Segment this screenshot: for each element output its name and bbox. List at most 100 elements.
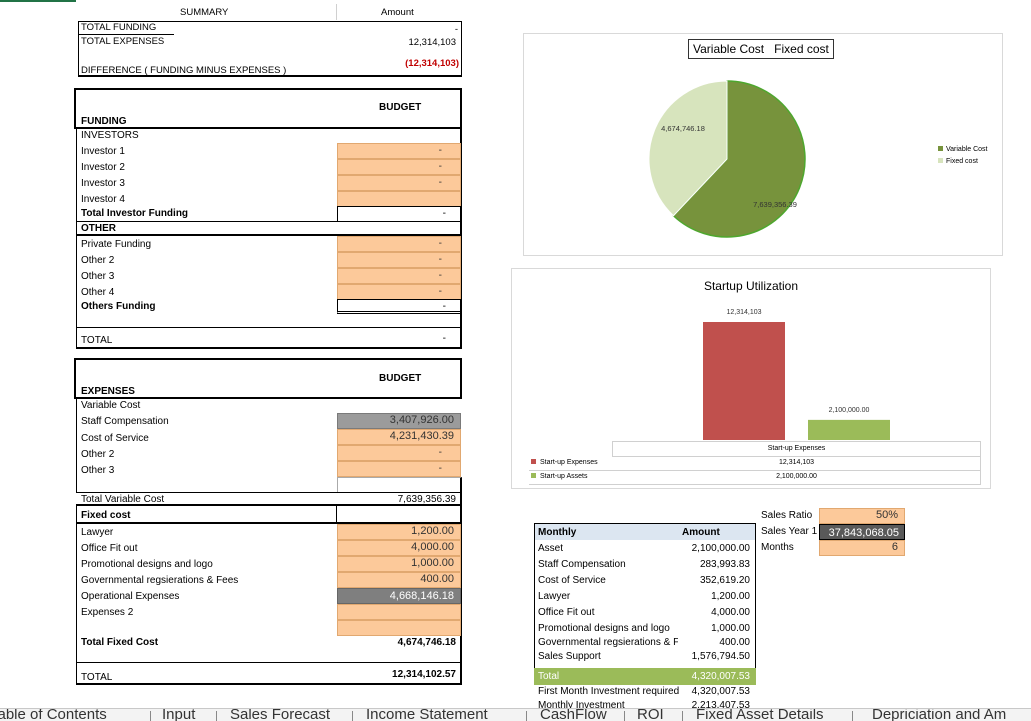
monthly-header-amount: Amount bbox=[682, 527, 720, 538]
total-fixed-value[interactable]: 4,674,746.18 bbox=[397, 637, 456, 648]
other-3-label: Other 3 bbox=[81, 271, 115, 282]
others-total-label: Others Funding bbox=[81, 301, 156, 312]
difference-value[interactable]: (12,314,103) bbox=[405, 58, 459, 69]
promotional-input[interactable]: 1,000.00 bbox=[337, 556, 461, 572]
monthly-total-row bbox=[534, 668, 756, 685]
total-investor-value[interactable]: - bbox=[442, 208, 446, 219]
tab-input[interactable]: Input bbox=[162, 708, 196, 721]
total-variable-value[interactable]: 7,639,356.39 bbox=[397, 494, 456, 505]
monthly-row-value[interactable]: 1,000.00 bbox=[711, 623, 750, 634]
total-fixed-label: Total Fixed Cost bbox=[81, 637, 159, 648]
tab-cashflow[interactable]: CashFlow bbox=[540, 708, 607, 721]
months-input[interactable]: 6 bbox=[819, 540, 905, 556]
monthly-row-value[interactable]: 2,100,000.00 bbox=[691, 543, 750, 554]
other-2-label: Other 2 bbox=[81, 255, 115, 266]
expenses-empty-input[interactable] bbox=[337, 620, 461, 636]
investor-2-input[interactable]: - bbox=[337, 159, 461, 175]
others-total-box bbox=[337, 299, 462, 314]
cost-of-service-input[interactable]: 4,231,430.39 bbox=[337, 429, 461, 445]
variable-other-2-input[interactable]: - bbox=[337, 445, 461, 461]
bar-chart-title: Startup Utilization bbox=[703, 279, 799, 293]
tab-separator bbox=[624, 711, 625, 721]
monthly-total-value[interactable]: 4,320,007.53 bbox=[691, 671, 750, 682]
lawyer-input[interactable]: 1,200.00 bbox=[337, 524, 461, 540]
tab-income-statement[interactable]: Income Statement bbox=[366, 708, 488, 721]
tab-roi[interactable]: ROI bbox=[637, 708, 664, 721]
total-funding-value[interactable]: - bbox=[454, 24, 458, 35]
monthly-row-value[interactable]: 1,200.00 bbox=[711, 591, 750, 602]
tab-sales-forecast[interactable]: Sales Forecast bbox=[230, 708, 331, 721]
tab-separator bbox=[216, 711, 217, 721]
bar-table-assets: 2,100,000.00 bbox=[776, 473, 817, 480]
total-expenses-label: TOTAL EXPENSES bbox=[81, 36, 165, 47]
operational-value[interactable]: 4,668,146.18 bbox=[337, 588, 461, 604]
tab-depriciation[interactable]: Depriciation and Am bbox=[872, 708, 1007, 721]
investors-label: INVESTORS bbox=[81, 130, 139, 141]
bar-legend-assets-label: Start-up Assets bbox=[540, 473, 588, 480]
investor-3-input[interactable]: - bbox=[337, 175, 461, 191]
staff-compensation-value[interactable]: 3,407,926.00 bbox=[337, 413, 461, 429]
other-1-input[interactable]: - bbox=[337, 236, 461, 252]
other-label: OTHER bbox=[81, 223, 116, 234]
active-cell-indicator bbox=[0, 0, 76, 2]
total-expenses-value[interactable]: 12,314,103 bbox=[408, 37, 456, 48]
monthly-investment-label: Monthly Investment bbox=[538, 700, 625, 711]
fixed-header-line bbox=[76, 522, 462, 524]
monthly-investment-value[interactable]: 2,213,407.53 bbox=[691, 700, 750, 711]
governmental-input[interactable]: 400.00 bbox=[337, 572, 461, 588]
expenses-section-label: EXPENSES bbox=[81, 386, 135, 397]
bar-table-row-line-2 bbox=[529, 470, 981, 471]
first-month-value[interactable]: 4,320,007.53 bbox=[691, 686, 750, 697]
office-fit-out-label: Office Fit out bbox=[81, 543, 138, 554]
others-total-value[interactable]: - bbox=[442, 301, 446, 312]
investor-1-input[interactable]: - bbox=[337, 143, 461, 159]
expenses-2-input[interactable] bbox=[337, 604, 461, 620]
office-fit-out-input[interactable]: 4,000.00 bbox=[337, 540, 461, 556]
bar-chart[interactable]: Startup Utilization 12,314,103 2,100,000.… bbox=[511, 268, 991, 489]
pie-legend-variable: Variable Cost bbox=[938, 144, 988, 156]
monthly-row-value[interactable]: 352,619.20 bbox=[699, 575, 750, 586]
pie-legend-fixed: Fixed cost bbox=[938, 156, 988, 168]
pie-slice-fixed bbox=[648, 80, 728, 217]
expenses-total-value[interactable]: 12,314,102.57 bbox=[392, 669, 456, 680]
sales-year-value[interactable]: 37,843,068.05 bbox=[819, 524, 905, 540]
fixed-header-cell bbox=[336, 506, 337, 523]
sales-ratio-input[interactable]: 50% bbox=[819, 508, 905, 524]
bar-legend: Start-up Expenses Start-up Assets bbox=[531, 456, 598, 484]
monthly-row-value[interactable]: 283,993.83 bbox=[699, 559, 750, 570]
other-4-input[interactable]: - bbox=[337, 284, 461, 300]
other-3-input[interactable]: - bbox=[337, 268, 461, 284]
expenses-header-box bbox=[74, 358, 462, 399]
funding-total-line bbox=[76, 327, 462, 328]
monthly-row-label: Governmental regsierations & Fees bbox=[538, 637, 678, 648]
bar-legend-assets: Start-up Assets bbox=[531, 470, 598, 484]
pie-chart[interactable]: Variable Cost Fixed cost 7,639,356.39 4,6… bbox=[523, 33, 1003, 256]
monthly-row-value[interactable]: 4,000.00 bbox=[711, 607, 750, 618]
other-2-input[interactable]: - bbox=[337, 252, 461, 268]
bar-table-left-line bbox=[612, 442, 613, 456]
monthly-header-bg bbox=[535, 524, 755, 540]
governmental-label: Governmental regsierations & Fees bbox=[81, 575, 239, 586]
bar-expenses bbox=[703, 322, 785, 440]
total-funding-label: TOTAL FUNDING bbox=[81, 22, 157, 33]
operational-label: Operational Expenses bbox=[81, 591, 180, 602]
expenses-total-line bbox=[76, 662, 462, 663]
summary-frame bbox=[78, 21, 462, 77]
pie-chart-title: Variable Cost Fixed cost bbox=[688, 39, 834, 59]
tab-table-of-contents[interactable]: Table of Contents bbox=[0, 708, 107, 721]
total-investor-label: Total Investor Funding bbox=[81, 208, 189, 219]
funding-total-value[interactable]: - bbox=[442, 333, 446, 344]
monthly-row-label: Sales Support bbox=[538, 651, 601, 662]
total-variable-label: Total Variable Cost bbox=[81, 494, 165, 505]
pie-title-variable: Variable Cost bbox=[693, 42, 765, 56]
monthly-header-label: Monthly bbox=[538, 527, 577, 538]
monthly-row-value[interactable]: 400.00 bbox=[719, 637, 750, 648]
pie-legend: Variable Cost Fixed cost bbox=[938, 144, 988, 168]
monthly-row-value[interactable]: 1,576,794.50 bbox=[691, 651, 750, 662]
variable-other-3-input[interactable]: - bbox=[337, 461, 461, 477]
investor-4-input[interactable] bbox=[337, 191, 461, 207]
bar-legend-expenses-label: Start-up Expenses bbox=[540, 459, 598, 466]
monthly-row-label: Cost of Service bbox=[538, 575, 606, 586]
months-label: Months bbox=[761, 542, 794, 553]
tab-fixed-asset-details[interactable]: Fixed Asset Details bbox=[696, 708, 824, 721]
